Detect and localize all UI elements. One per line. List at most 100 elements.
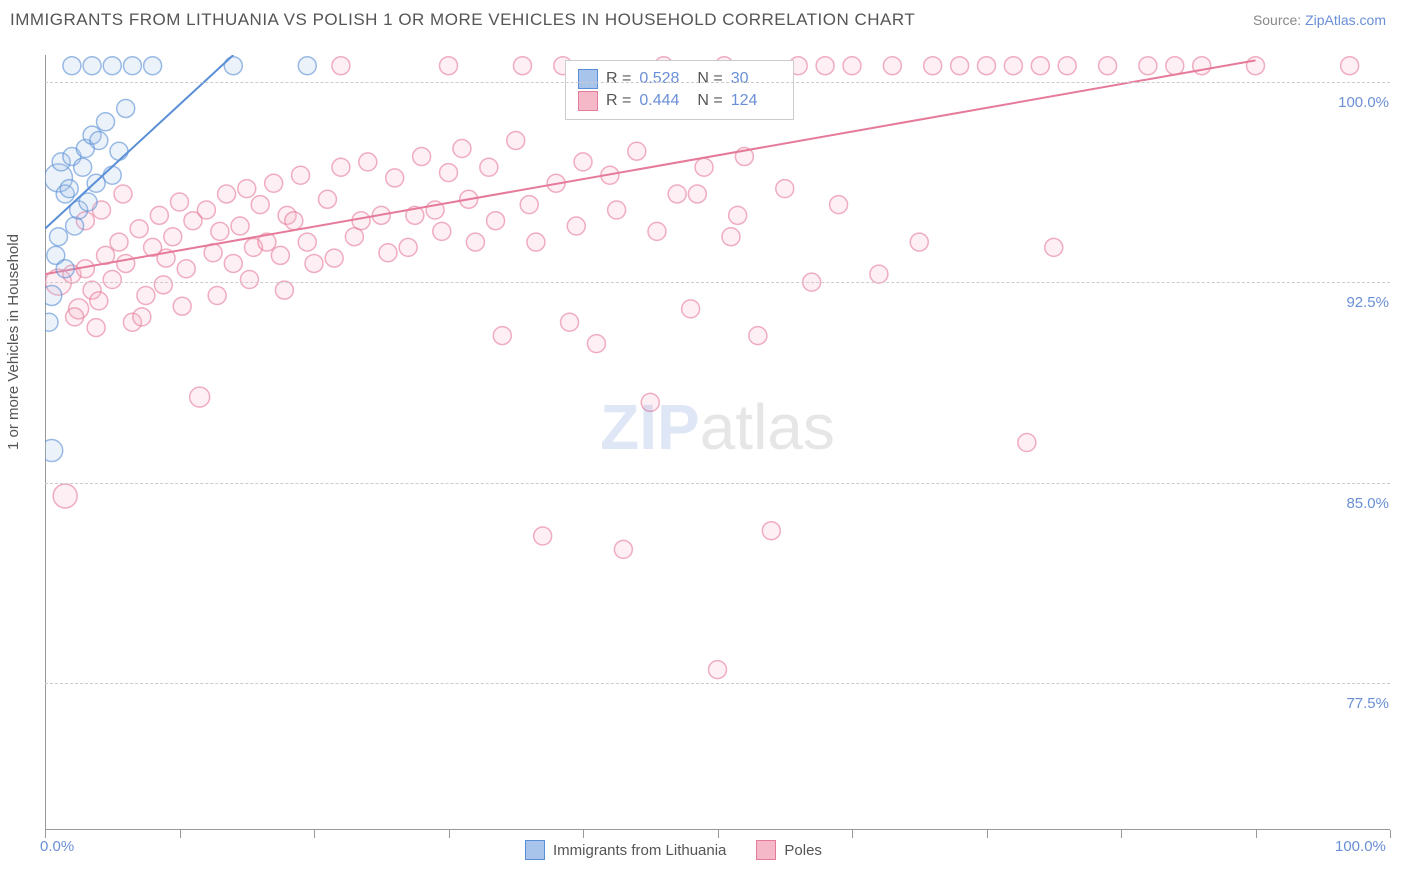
data-point [729, 206, 747, 224]
legend-r-label: R = [606, 70, 631, 88]
data-point [117, 99, 135, 117]
data-point [137, 287, 155, 305]
data-point [298, 233, 316, 251]
data-point [177, 260, 195, 278]
data-point [251, 196, 269, 214]
data-point [749, 327, 767, 345]
gridline [45, 282, 1390, 283]
xtick-label: 100.0% [1335, 838, 1386, 855]
chart-source: Source: ZipAtlas.com [1253, 12, 1386, 28]
data-point [271, 246, 289, 264]
gridline [45, 683, 1390, 684]
xtick-label: 0.0% [40, 838, 74, 855]
chart-title: IMMIGRANTS FROM LITHUANIA VS POLISH 1 OR… [10, 10, 915, 30]
data-point [103, 166, 121, 184]
data-point [110, 142, 128, 160]
data-point [133, 308, 151, 326]
data-point [695, 158, 713, 176]
data-point [951, 57, 969, 75]
data-point [325, 249, 343, 267]
data-point [359, 153, 377, 171]
data-point [574, 153, 592, 171]
data-point [298, 57, 316, 75]
data-point [641, 393, 659, 411]
data-point [66, 308, 84, 326]
data-point [110, 233, 128, 251]
data-point [150, 206, 168, 224]
data-point [527, 233, 545, 251]
data-point [668, 185, 686, 203]
legend-row-lithuania: R = 0.528 N = 30 [578, 69, 781, 89]
xtick-mark [1256, 830, 1257, 838]
xtick-mark [987, 830, 988, 838]
data-point [433, 222, 451, 240]
data-point [688, 185, 706, 203]
data-point [1341, 57, 1359, 75]
data-point [224, 254, 242, 272]
data-point [117, 254, 135, 272]
xtick-mark [314, 830, 315, 838]
gridline [45, 483, 1390, 484]
data-point [682, 300, 700, 318]
ytick-label: 85.0% [1342, 495, 1393, 512]
legend-n-label: N = [697, 70, 722, 88]
bottom-legend-lithuania: Immigrants from Lithuania [525, 840, 726, 860]
data-point [830, 196, 848, 214]
data-point [1099, 57, 1117, 75]
data-point [776, 180, 794, 198]
ytick-label: 100.0% [1334, 94, 1393, 111]
data-point [45, 440, 63, 462]
data-point [883, 57, 901, 75]
data-point [114, 185, 132, 203]
data-point [60, 180, 78, 198]
data-point [507, 132, 525, 150]
data-point [513, 57, 531, 75]
xtick-mark [449, 830, 450, 838]
data-point [440, 57, 458, 75]
data-point [1058, 57, 1076, 75]
legend-swatch-lithuania [578, 69, 598, 89]
data-point [90, 292, 108, 310]
data-point [910, 233, 928, 251]
data-point [211, 222, 229, 240]
data-point [648, 222, 666, 240]
data-point [154, 276, 172, 294]
data-point [924, 57, 942, 75]
xtick-mark [180, 830, 181, 838]
data-point [265, 174, 283, 192]
data-point [332, 158, 350, 176]
gridline [45, 82, 1390, 83]
data-point [332, 57, 350, 75]
correlation-legend: R = 0.528 N = 30 R = 0.444 N = 124 [565, 60, 794, 120]
ytick-label: 77.5% [1342, 695, 1393, 712]
data-point [144, 57, 162, 75]
data-point [1031, 57, 1049, 75]
data-point [608, 201, 626, 219]
data-point [870, 265, 888, 283]
data-point [74, 158, 92, 176]
data-point [709, 661, 727, 679]
legend-n-value-poles: 124 [731, 92, 781, 110]
legend-r-value-lithuania: 0.528 [639, 70, 689, 88]
data-point [1004, 57, 1022, 75]
data-point [1193, 57, 1211, 75]
data-point [493, 327, 511, 345]
data-point [49, 228, 67, 246]
data-point [1045, 238, 1063, 256]
data-point [63, 57, 81, 75]
chart-header: IMMIGRANTS FROM LITHUANIA VS POLISH 1 OR… [0, 0, 1406, 40]
data-point [1166, 57, 1184, 75]
source-link[interactable]: ZipAtlas.com [1305, 12, 1386, 28]
data-point [379, 244, 397, 262]
data-point [722, 228, 740, 246]
data-point [399, 238, 417, 256]
data-point [231, 217, 249, 235]
y-axis-label: 1 or more Vehicles in Household [5, 234, 22, 450]
data-point [1247, 57, 1265, 75]
data-point [123, 57, 141, 75]
xtick-mark [583, 830, 584, 838]
xtick-mark [1121, 830, 1122, 838]
data-point [275, 281, 293, 299]
xtick-mark [1390, 830, 1391, 838]
data-point [480, 158, 498, 176]
